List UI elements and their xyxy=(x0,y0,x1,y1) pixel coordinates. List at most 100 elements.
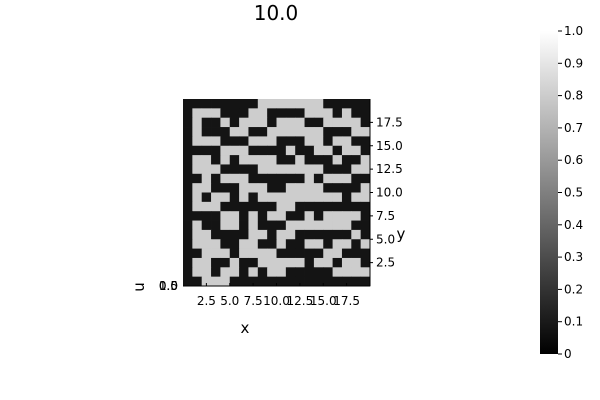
heatmap-cell xyxy=(248,248,259,259)
heatmap-cell xyxy=(183,127,193,137)
heatmap-cell xyxy=(341,211,352,221)
heatmap-cell xyxy=(341,99,352,109)
heatmap-cell xyxy=(248,267,259,278)
heatmap-cell xyxy=(201,155,212,165)
heatmap-cell xyxy=(313,201,324,212)
heatmap-cell xyxy=(332,267,343,278)
heatmap-cell xyxy=(285,239,296,249)
heatmap-cell xyxy=(313,220,324,231)
heatmap-cell xyxy=(239,164,249,175)
heatmap-cell xyxy=(341,257,352,268)
y-tick-label: 10.0 xyxy=(376,186,403,200)
colorbar-tick-label: 0.7 xyxy=(564,121,583,135)
heatmap-cell xyxy=(304,192,315,203)
heatmap-cell xyxy=(239,276,249,287)
heatmap-cell xyxy=(267,211,277,221)
heatmap-cell xyxy=(332,127,343,137)
heatmap-cell xyxy=(360,136,371,147)
heatmap-cell xyxy=(332,155,343,165)
heatmap-cell xyxy=(201,136,212,147)
heatmap-cell xyxy=(323,192,333,203)
colorbar-tick-label: 0.1 xyxy=(564,315,583,329)
heatmap-cell xyxy=(313,276,324,287)
heatmap-cell xyxy=(257,117,268,128)
heatmap-cell xyxy=(267,99,277,109)
heatmap-cell xyxy=(267,201,277,212)
heatmap-cell xyxy=(276,145,287,156)
heatmap-cell xyxy=(257,173,268,184)
colorbar-ticks: 0 0.1 0.2 0.3 0.4 0.5 0.6 0.7 0.8 0.9 1.0 xyxy=(558,24,583,361)
heatmap-cell xyxy=(183,183,193,193)
heatmap-cell xyxy=(192,211,203,221)
heatmap-cell xyxy=(220,145,231,156)
heatmap-cell xyxy=(304,276,315,287)
heatmap-cell xyxy=(323,220,333,231)
heatmap-cell xyxy=(229,257,240,268)
heatmap-cell xyxy=(220,127,231,137)
heatmap-cell xyxy=(183,192,193,203)
heatmap-cell xyxy=(341,276,352,287)
heatmap-cell xyxy=(192,201,203,212)
heatmap-cell xyxy=(229,276,240,287)
heatmap-cell xyxy=(229,145,240,156)
heatmap-cell xyxy=(332,117,343,128)
heatmap-cell xyxy=(285,164,296,175)
z-ticks: 0.00.51.0 xyxy=(159,279,178,293)
heatmap-cell xyxy=(295,220,305,231)
y-tick-label: 5.0 xyxy=(376,232,395,246)
heatmap-cell xyxy=(351,201,362,212)
heatmap-cell xyxy=(276,229,287,240)
heatmap-cell xyxy=(285,229,296,240)
heatmap-cell xyxy=(276,192,287,203)
heatmap-cell xyxy=(248,155,259,165)
heatmap-cell xyxy=(211,127,221,137)
heatmap-cell xyxy=(267,248,277,259)
heatmap-cell xyxy=(239,127,249,137)
heatmap-cell xyxy=(183,136,193,147)
heatmap-cell xyxy=(332,173,343,184)
z-tick-label: 0.0 xyxy=(159,279,178,293)
heatmap-cell xyxy=(295,99,305,109)
heatmap-cell xyxy=(276,136,287,147)
x-tick-label: 5.0 xyxy=(220,294,239,308)
heatmap-cell xyxy=(257,164,268,175)
heatmap-cell xyxy=(267,108,277,119)
heatmap-cell xyxy=(211,164,221,175)
heatmap-cell xyxy=(341,108,352,119)
heatmap-cell xyxy=(192,145,203,156)
heatmap-cell xyxy=(248,108,259,119)
heatmap-cell xyxy=(285,201,296,212)
heatmap-cell xyxy=(248,99,259,109)
heatmap-cell xyxy=(183,229,193,240)
heatmap-cell xyxy=(192,257,203,268)
heatmap-cell xyxy=(323,164,333,175)
heatmap-cell xyxy=(248,201,259,212)
heatmap-cell xyxy=(351,211,362,221)
heatmap-cell xyxy=(257,155,268,165)
heatmap-cell xyxy=(257,136,268,147)
heatmap-cell xyxy=(183,257,193,268)
heatmap-cell xyxy=(267,117,277,128)
heatmap-cell xyxy=(201,183,212,193)
heatmap-cell xyxy=(239,173,249,184)
heatmap-cell xyxy=(360,267,371,278)
heatmap-cell xyxy=(313,108,324,119)
heatmap-cell xyxy=(295,248,305,259)
heatmap-cell xyxy=(285,136,296,147)
heatmap-cell xyxy=(229,164,240,175)
heatmap-cell xyxy=(248,211,259,221)
heatmap-cell xyxy=(211,267,221,278)
heatmap-cell xyxy=(323,239,333,249)
x-tick-label: 15.0 xyxy=(310,294,337,308)
heatmap-cell xyxy=(192,155,203,165)
heatmap-cell xyxy=(201,164,212,175)
heatmap-cell xyxy=(229,117,240,128)
heatmap-cell xyxy=(332,201,343,212)
heatmap-cell xyxy=(295,164,305,175)
heatmap-cell xyxy=(351,192,362,203)
heatmap-cell xyxy=(220,117,231,128)
heatmap-cell xyxy=(257,248,268,259)
heatmap-cell xyxy=(295,127,305,137)
heatmap-cell xyxy=(201,145,212,156)
